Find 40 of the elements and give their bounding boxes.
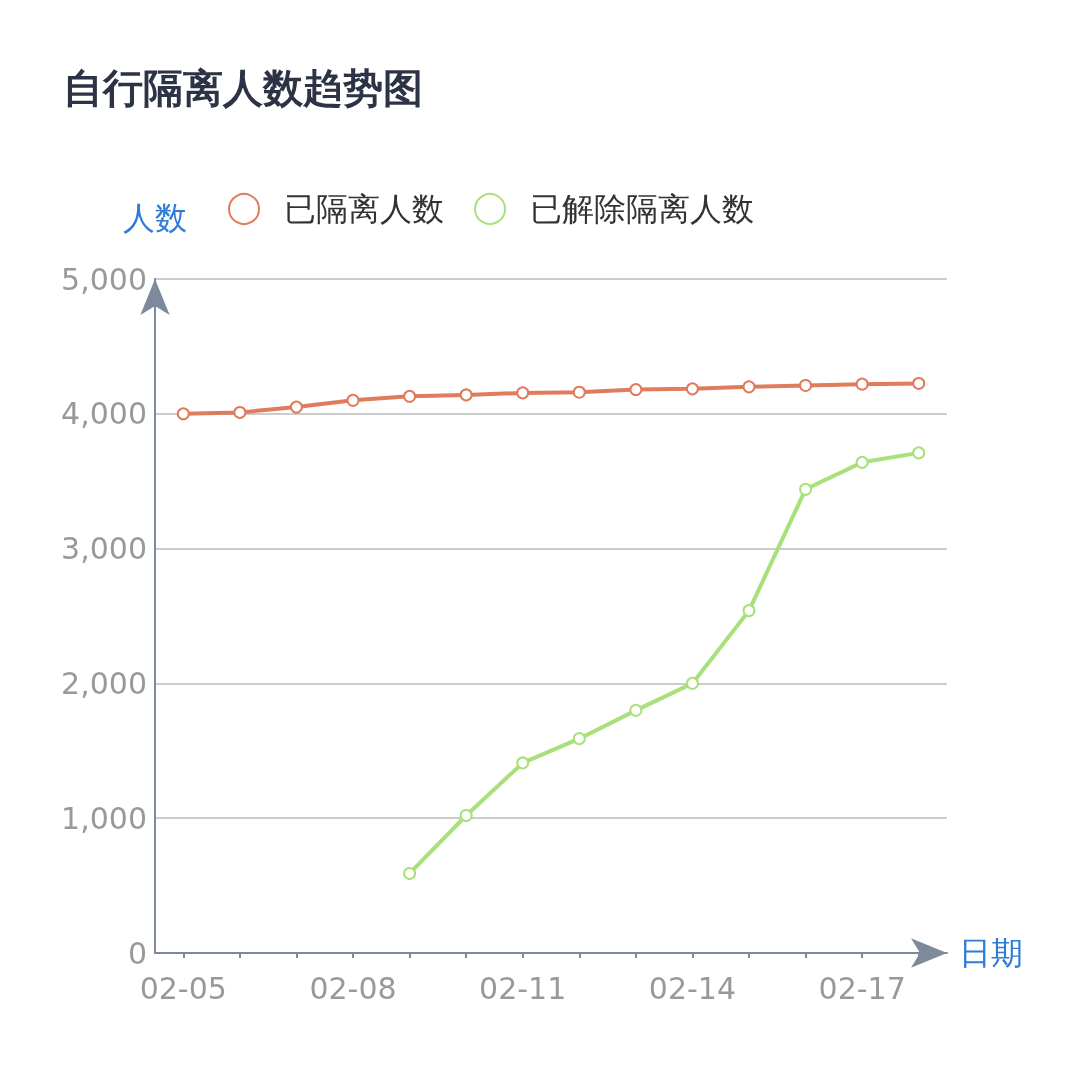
point: [459, 809, 473, 822]
legend-label: 已隔离人数: [284, 190, 444, 228]
x-tick-label: 02-11: [479, 970, 567, 1006]
point: [403, 866, 417, 880]
point: [912, 446, 926, 460]
point: [629, 383, 643, 397]
x-tick-label: 02-05: [139, 970, 227, 1006]
point: [912, 376, 926, 390]
chart-title: 自行隔离人数趋势图: [63, 65, 423, 111]
y-tick-label: 4,000: [61, 396, 147, 432]
point: [629, 703, 643, 717]
point: [855, 377, 869, 391]
point: [346, 393, 360, 407]
point: [233, 405, 247, 419]
point: [855, 455, 869, 469]
point: [289, 400, 303, 414]
point: [572, 385, 586, 399]
point: [516, 386, 530, 400]
point: [685, 382, 699, 396]
x-tick-label: 02-08: [309, 970, 397, 1006]
y-tick-label: 2,000: [61, 665, 147, 701]
y-tick-label: 5,000: [61, 261, 147, 297]
point: [799, 378, 813, 392]
legend-label: 已解除隔离人数: [530, 190, 754, 228]
y-axis-title: 人数: [123, 199, 187, 237]
y-tick-label: 1,000: [61, 800, 147, 836]
x-axis-title: 日期: [959, 934, 1023, 972]
y-tick-label: 0: [127, 935, 147, 971]
x-tick-label: 02-14: [648, 970, 737, 1006]
point: [176, 407, 190, 421]
y-tick-label: 3,000: [61, 531, 147, 567]
point: [685, 676, 699, 690]
x-tick-label: 02-17: [818, 970, 906, 1006]
point: [742, 380, 756, 394]
point: [799, 482, 813, 496]
point: [403, 389, 417, 403]
point: [572, 732, 586, 746]
point: [459, 388, 473, 402]
point: [742, 604, 756, 618]
point: [516, 756, 530, 770]
